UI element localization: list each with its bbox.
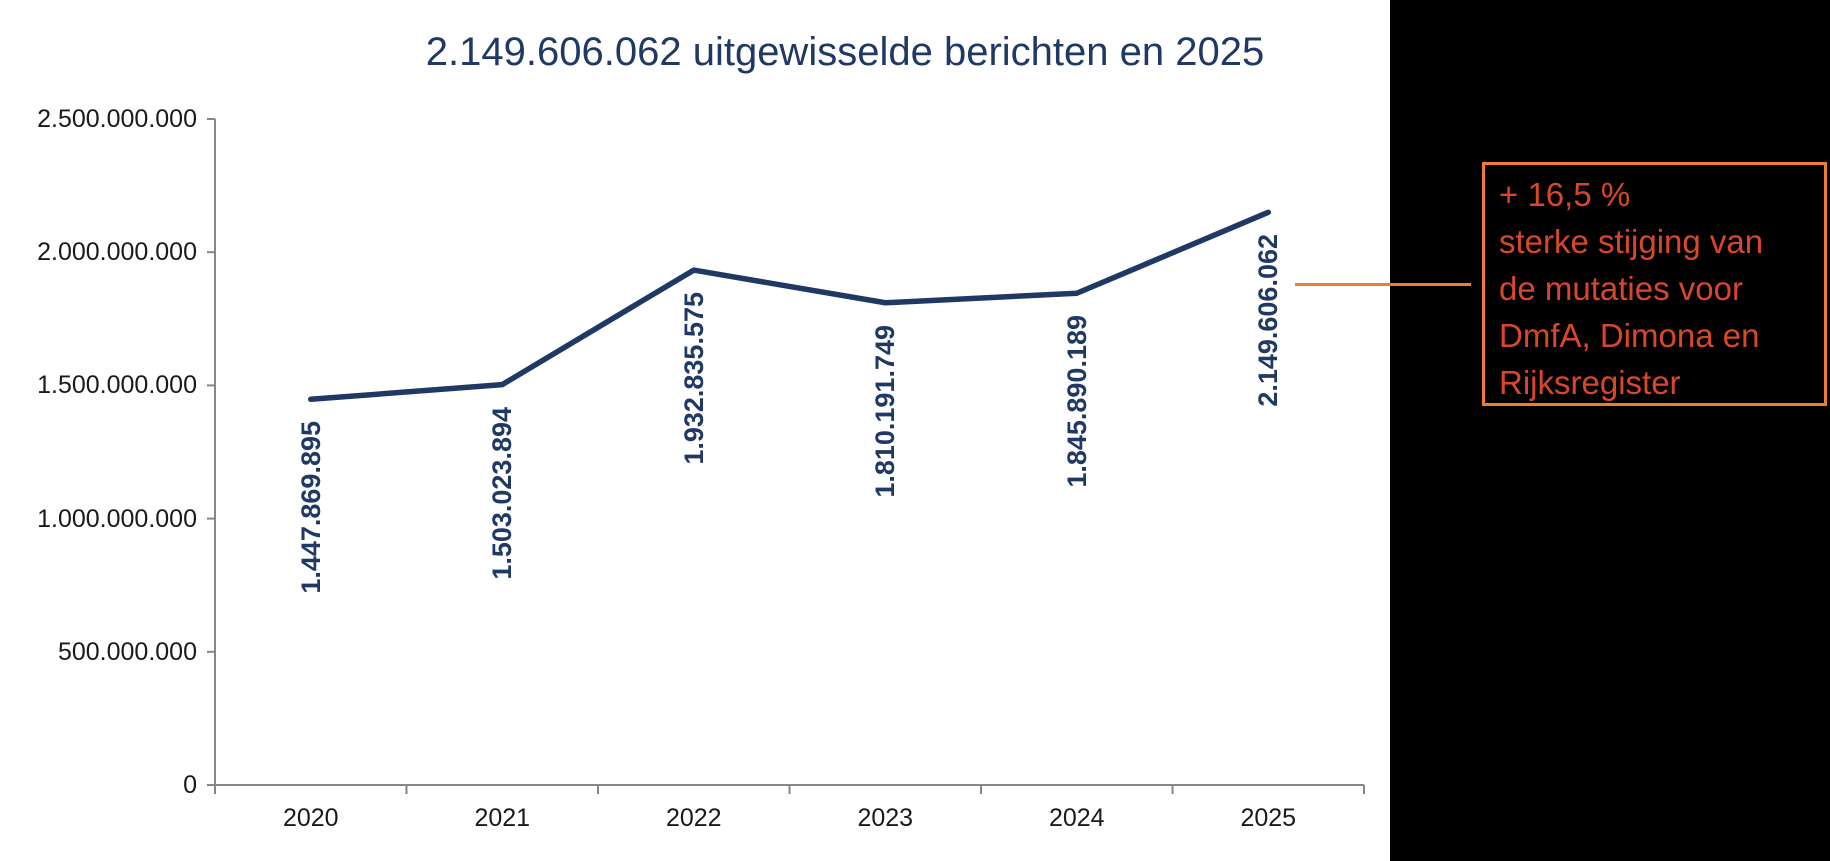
- annotation-text-line: Rijksregister: [1499, 364, 1681, 401]
- y-tick-label: 0: [183, 771, 197, 799]
- x-tick-label: 2020: [282, 804, 339, 832]
- annotation-text-line: DmfA, Dimona en: [1499, 317, 1760, 354]
- data-label: 1.503.023.894: [487, 406, 518, 580]
- x-tick-label: 2023: [857, 804, 914, 832]
- data-label: 1.845.890.189: [1061, 315, 1092, 488]
- data-label: 1.447.869.895: [295, 421, 326, 594]
- data-label: 1.932.835.575: [678, 292, 709, 465]
- annotation-leader-line: [1295, 283, 1471, 286]
- annotation-text-line: + 16,5 %: [1499, 176, 1631, 213]
- x-tick-label: 2022: [665, 804, 722, 832]
- side-panel: [1390, 0, 1830, 861]
- data-label: 2.149.606.062: [1253, 234, 1284, 408]
- chart-title: 2.149.606.062 uitgewisselde berichten en…: [425, 30, 1265, 74]
- y-tick-label: 500.000.000: [57, 637, 197, 666]
- y-tick-label: 1.000.000.000: [37, 504, 197, 533]
- data-label: 1.810.191.749: [870, 324, 901, 498]
- x-tick-label: 2021: [474, 804, 531, 832]
- y-tick-label: 2.000.000.000: [37, 238, 197, 267]
- line-series: [308, 209, 1271, 403]
- x-tick-label: 2025: [1240, 804, 1297, 832]
- y-tick-label: 1.500.000.000: [37, 371, 197, 400]
- x-tick-label: 2024: [1048, 804, 1105, 832]
- annotation-text-line: sterke stijging van: [1499, 223, 1764, 260]
- annotation-callout: + 16,5 % sterke stijging van de mutaties v…: [1482, 162, 1827, 406]
- y-tick-label: 2.500.000.000: [37, 105, 197, 133]
- annotation-text-line: de mutaties voor: [1499, 270, 1743, 307]
